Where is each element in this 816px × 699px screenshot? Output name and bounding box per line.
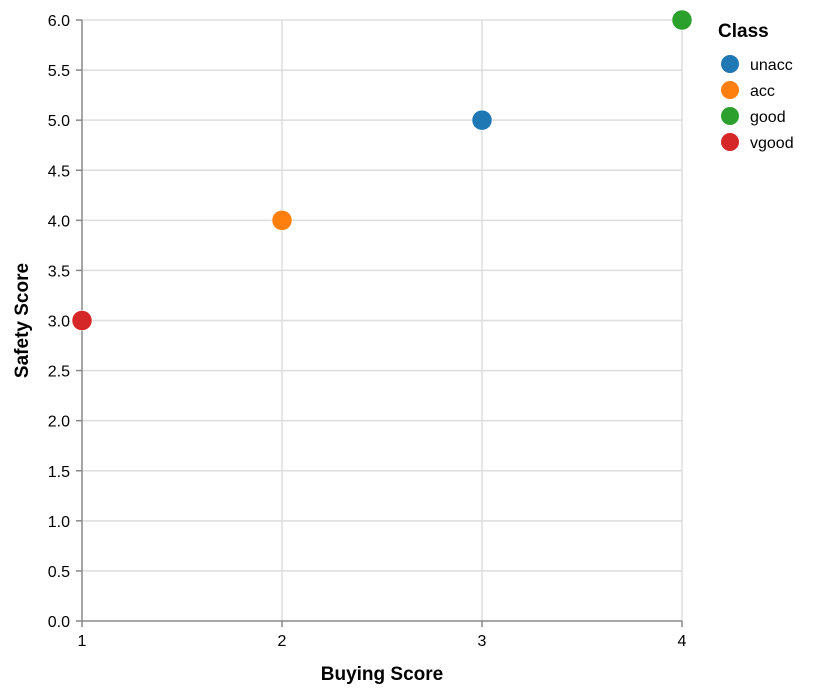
- legend-swatch-acc: [721, 81, 739, 99]
- y-tick-label: 6.0: [48, 13, 70, 30]
- x-tick-label: 4: [678, 633, 687, 650]
- y-tick-label: 1.5: [48, 464, 70, 481]
- y-axis-title: Safety Score: [12, 263, 33, 378]
- y-tick-label: 3.0: [48, 314, 70, 331]
- grid-lines: [82, 19, 683, 621]
- legend-swatch-good: [721, 107, 739, 125]
- legend-label-good: good: [750, 109, 786, 126]
- y-tick-label: 2.0: [48, 414, 70, 431]
- x-tick-label: 2: [278, 633, 287, 650]
- data-point-unacc: [471, 109, 493, 131]
- y-tick-label: 0.5: [48, 564, 70, 581]
- y-tick-label: 1.0: [48, 514, 70, 531]
- x-axis-title: Buying Score: [321, 664, 443, 685]
- y-tick-label: 5.5: [48, 63, 70, 80]
- x-tick-label: 3: [478, 633, 487, 650]
- legend-label-vgood: vgood: [750, 135, 794, 152]
- legend-label-acc: acc: [750, 83, 775, 100]
- data-point-acc: [271, 210, 293, 231]
- y-tick-label: 3.5: [48, 263, 70, 280]
- x-tick-label: 1: [78, 633, 87, 650]
- y-tick-label: 4.0: [48, 213, 70, 230]
- data-points: [71, 9, 693, 331]
- data-point-vgood: [71, 310, 93, 331]
- y-tick-label: 2.5: [48, 364, 70, 381]
- y-tick-label: 4.5: [48, 163, 70, 180]
- y-tick-label: 5.0: [48, 113, 70, 130]
- y-axis-ticks: 0.0 0.5 1.0 1.5 2.0 2.5 3.0 3.5 4.0 4.5 5.0 5.5 6.0: [48, 13, 82, 631]
- legend: Class unacc acc good vgood: [718, 21, 794, 152]
- y-tick-label: 0.0: [48, 614, 70, 631]
- legend-swatch-vgood: [721, 133, 739, 151]
- data-point-good: [671, 9, 693, 31]
- legend-title: Class: [718, 21, 769, 42]
- legend-items: unacc acc good vgood: [721, 55, 794, 152]
- legend-swatch-unacc: [721, 55, 739, 73]
- x-axis-ticks: 1 2 3 4: [78, 621, 687, 650]
- legend-label-unacc: unacc: [750, 57, 793, 74]
